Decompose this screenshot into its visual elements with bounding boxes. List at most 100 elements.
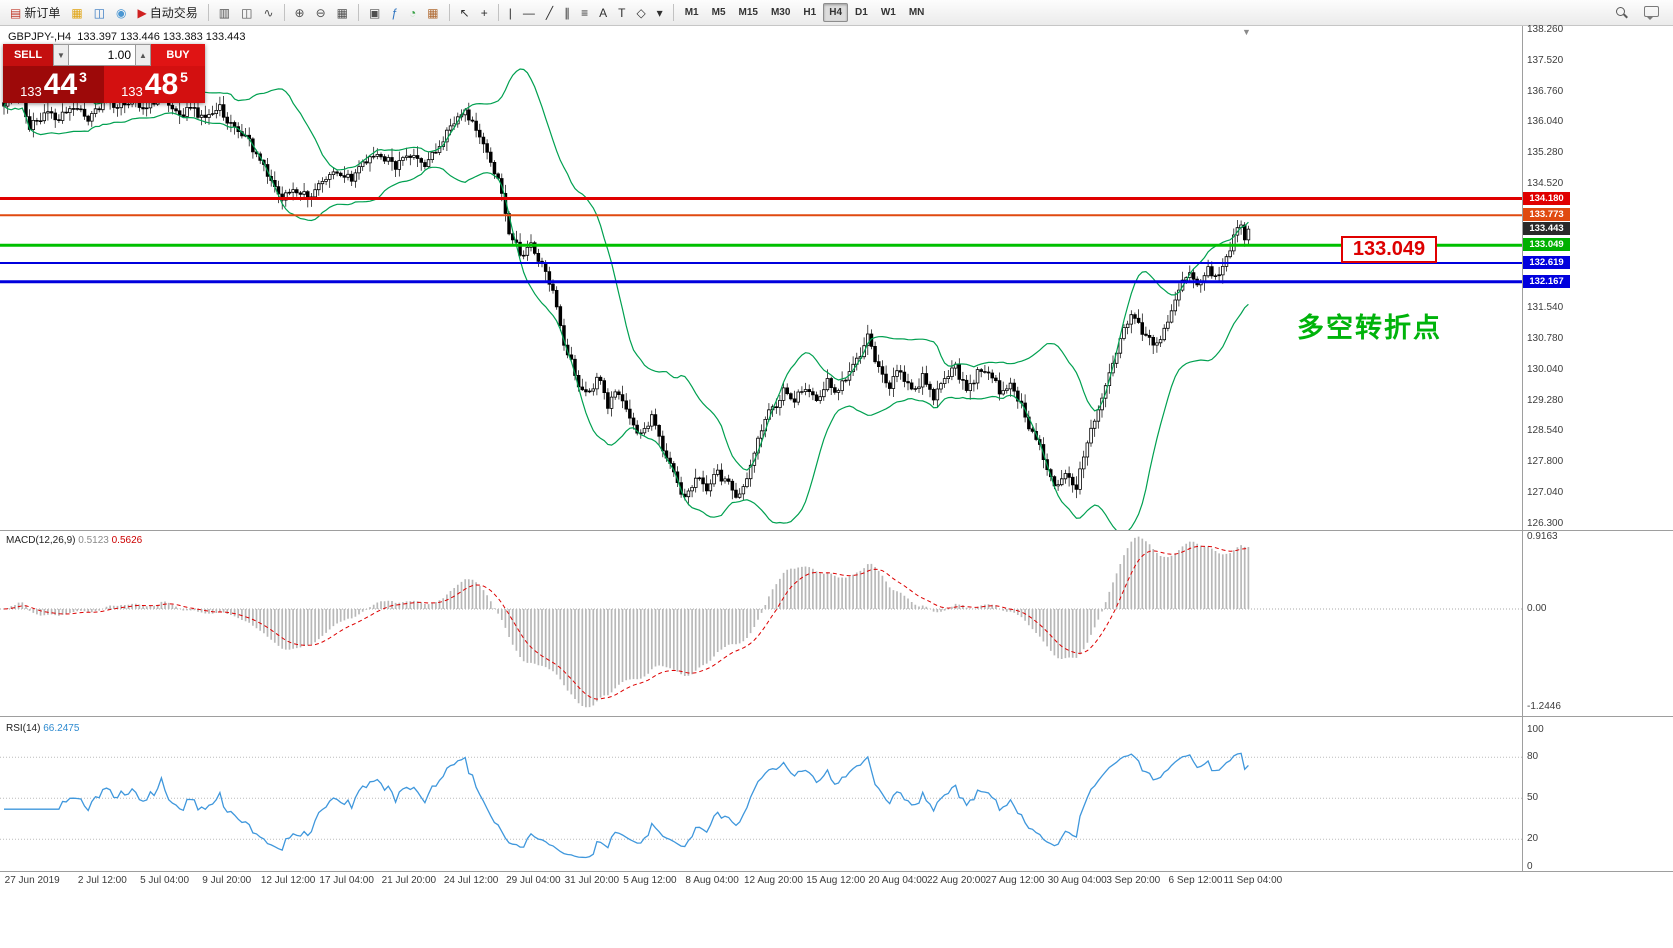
- turning-point-label[interactable]: 多空转折点: [1297, 313, 1442, 343]
- time-axis-label: 15 Aug 12:00: [806, 875, 866, 886]
- mql5-services-button[interactable]: ▦: [66, 2, 87, 23]
- sell-price-big: 44: [43, 67, 78, 101]
- zoom-in-button[interactable]: ⊕: [290, 2, 310, 23]
- objects-dropdown-icon: ▾: [656, 5, 663, 20]
- vertical-line-button[interactable]: |: [504, 2, 517, 23]
- profile-icon: ◫: [93, 5, 106, 20]
- panel-separator[interactable]: [0, 716, 1673, 717]
- timeframe-m5[interactable]: M5: [706, 3, 732, 22]
- buy-price-display[interactable]: 133 48 5: [104, 66, 205, 103]
- alarm-clock-button[interactable]: ◔: [404, 2, 421, 23]
- time-axis-label: 21 Jul 20:00: [381, 875, 437, 886]
- new-chart-icon: ▣: [369, 5, 381, 20]
- text-tool-button[interactable]: A: [594, 2, 612, 23]
- calendar-button[interactable]: ▦: [422, 2, 443, 23]
- channel-button[interactable]: ∥: [559, 2, 575, 23]
- axis-price-label: 127.040: [1527, 487, 1564, 499]
- chat-button[interactable]: [1639, 2, 1664, 23]
- axis-price-label: 136.040: [1527, 115, 1564, 127]
- tile-windows-button[interactable]: ▦: [332, 2, 353, 23]
- rsi-axis-label: 100: [1527, 724, 1544, 735]
- time-axis-label: 27 Aug 12:00: [985, 875, 1045, 886]
- crosshair-icon: +: [480, 5, 488, 20]
- sell-button[interactable]: SELL: [3, 44, 53, 66]
- trendline-button[interactable]: ╱: [541, 2, 558, 23]
- timeframe-w1[interactable]: W1: [875, 3, 902, 22]
- zoom-in-icon: ⊕: [294, 5, 305, 20]
- timeframe-mn[interactable]: MN: [903, 3, 931, 22]
- axis-price-label: 137.520: [1527, 54, 1564, 66]
- volume-increase-button[interactable]: ▲: [135, 44, 151, 66]
- chart-shift-marker-icon: ▼: [1242, 27, 1251, 37]
- cursor-icon: ↖: [459, 5, 470, 20]
- toolbar-separator: [358, 4, 359, 21]
- objects-dropdown-button[interactable]: ▾: [652, 2, 668, 23]
- new-order-button-label: 新订单: [24, 6, 61, 20]
- candle-chart-mode-button[interactable]: ◫: [236, 2, 257, 23]
- horizontal-line-button[interactable]: —: [518, 2, 540, 23]
- axis-price-label: 131.540: [1527, 301, 1564, 313]
- autotrading-button[interactable]: ▶ 自动交易: [133, 2, 203, 23]
- timeframe-m15[interactable]: M15: [733, 3, 764, 22]
- macd-axis-label: 0.9163: [1527, 530, 1558, 542]
- news-button[interactable]: ◉: [111, 2, 131, 23]
- axis-price-label: 134.520: [1527, 178, 1564, 190]
- new-order-button[interactable]: ▤ 新订单: [5, 2, 65, 23]
- volume-input[interactable]: [69, 44, 135, 66]
- fibonacci-button[interactable]: ≡: [576, 2, 593, 23]
- timeframe-d1[interactable]: D1: [849, 3, 874, 22]
- toolbar-separator: [497, 4, 499, 21]
- search-icon: [1615, 6, 1628, 19]
- buy-price-prefix: 133: [121, 84, 143, 99]
- bar-chart-mode-icon: ▥: [218, 5, 231, 20]
- macd-panel-canvas[interactable]: [0, 531, 1673, 717]
- line-chart-mode-button[interactable]: ∿: [258, 2, 278, 23]
- timeframe-m30[interactable]: M30: [765, 3, 796, 22]
- search-button[interactable]: [1610, 2, 1633, 23]
- price-chart-canvas[interactable]: [0, 26, 1673, 531]
- axis-price-label: 136.760: [1527, 85, 1564, 97]
- candle-chart-mode-icon: ◫: [241, 5, 253, 20]
- new-chart-button[interactable]: ▣: [364, 2, 385, 23]
- chart-symbol-header: GBPJPY-,H4 133.397 133.446 133.383 133.4…: [8, 31, 246, 43]
- autotrading-button-label: 自动交易: [149, 6, 198, 20]
- timeframe-h1[interactable]: H1: [797, 3, 822, 22]
- fibonacci-icon: ≡: [581, 5, 589, 20]
- timeframe-m1[interactable]: M1: [679, 3, 705, 22]
- timeframe-h4[interactable]: H4: [823, 3, 849, 22]
- vertical-line-icon: |: [508, 5, 512, 20]
- rsi-indicator-label: RSI(14) 66.2475: [6, 723, 80, 734]
- price-level-tag: 134.180: [1523, 191, 1570, 205]
- panel-separator[interactable]: [0, 530, 1673, 531]
- sell-price-prefix: 133: [20, 84, 42, 99]
- axis-price-label: 138.260: [1527, 24, 1564, 35]
- indicators-button[interactable]: ƒ: [386, 2, 403, 23]
- alarm-clock-icon: ◔: [409, 5, 417, 20]
- axis-price-label: 127.800: [1527, 456, 1564, 468]
- shapes-button[interactable]: ◇: [631, 2, 650, 23]
- cursor-button[interactable]: ↖: [455, 2, 475, 23]
- chart-window[interactable]: GBPJPY-,H4 133.397 133.446 133.383 133.4…: [0, 24, 1673, 948]
- macd-signal-value: 0.5626: [111, 535, 143, 546]
- channel-icon: ∥: [564, 5, 571, 20]
- sell-price-pipette: 3: [79, 69, 87, 85]
- time-axis-label: 17 Jul 04:00: [319, 875, 374, 886]
- rsi-panel-canvas[interactable]: [0, 717, 1673, 871]
- sell-price-display[interactable]: 133 44 3: [3, 66, 104, 103]
- zoom-out-button[interactable]: ⊖: [311, 2, 331, 23]
- indicators-icon: ƒ: [391, 5, 399, 20]
- volume-decrease-button[interactable]: ▼: [53, 44, 69, 66]
- rsi-axis-label: 80: [1527, 751, 1539, 763]
- label-tool-button[interactable]: T: [613, 2, 630, 23]
- price-annotation-box[interactable]: 133.049: [1341, 236, 1437, 263]
- profile-button[interactable]: ◫: [89, 2, 110, 23]
- axis-price-label: 130.780: [1527, 332, 1564, 344]
- chevron-up-icon: ▲: [139, 50, 147, 60]
- time-axis-label: 2 Jul 12:00: [77, 875, 127, 886]
- bar-chart-mode-button[interactable]: ▥: [214, 2, 235, 23]
- crosshair-button[interactable]: +: [476, 2, 493, 23]
- toolbar-right-group: [1610, 2, 1668, 23]
- toolbar-separator: [448, 4, 450, 21]
- buy-button[interactable]: BUY: [151, 44, 205, 66]
